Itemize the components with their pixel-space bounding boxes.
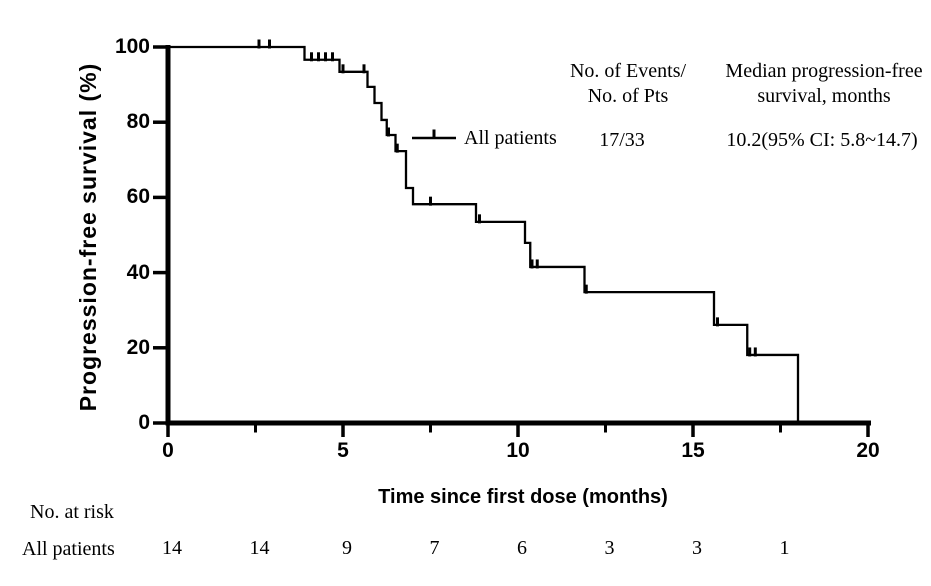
events-header-line2: No. of Pts [587,85,669,107]
y-tick-label: 40 [126,260,150,284]
y-axis-title: Progression-free survival (%) [75,62,101,412]
x-tick-label: 0 [162,439,174,462]
x-tick-label: 10 [506,439,530,462]
km-curve-layer [168,39,800,423]
risk-count: 7 [429,537,440,559]
events-header-line1: No. of Events/ [569,60,687,82]
y-tick-label: 80 [126,110,150,134]
risk-row-label: All patients [22,538,115,560]
y-tick-label: 100 [114,35,150,58]
risk-count: 9 [342,537,352,559]
x-tick-label: 15 [681,439,705,462]
median-value: 10.2(95% CI: 5.8~14.7) [726,129,918,151]
risk-count: 3 [692,537,702,559]
legend-key-censor-line-icon [412,129,456,140]
risk-table-title: No. at risk [30,501,114,523]
x-axis-title: Time since first dose (months) [378,486,668,508]
y-tick-label: 60 [126,185,150,209]
risk-count: 6 [517,537,527,559]
x-tick-label: 5 [337,439,349,462]
events-value: 17/33 [599,129,645,151]
median-header-line1: Median progression-free [725,60,923,82]
risk-count: 1 [779,537,790,559]
risk-count: 14 [249,537,270,559]
y-tick-label: 20 [126,335,150,359]
y-tick-label: 0 [138,411,150,434]
km-step-curve-all-patients [168,45,800,423]
legend-series-label: All patients [464,127,557,149]
x-tick-label: 20 [856,439,880,462]
median-header-line2: survival, months [757,85,891,107]
risk-count: 3 [604,537,615,559]
axis-ticks [153,45,870,437]
risk-count: 14 [162,537,182,559]
